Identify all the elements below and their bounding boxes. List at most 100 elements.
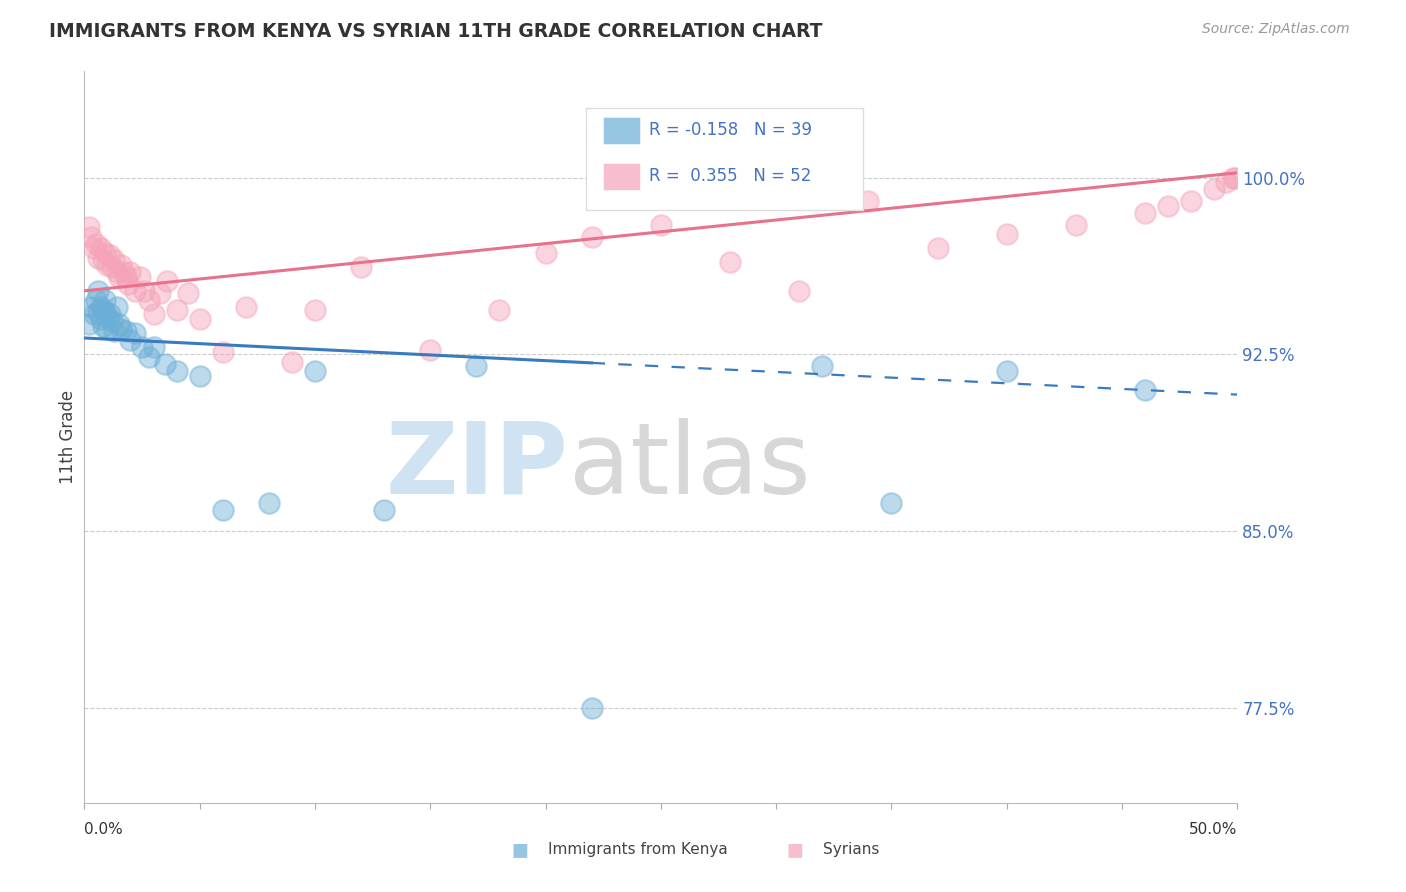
Point <box>281 354 304 368</box>
Point <box>96 321 118 335</box>
Point <box>1222 170 1244 185</box>
Point <box>257 496 280 510</box>
Point <box>211 345 233 359</box>
Text: IMMIGRANTS FROM KENYA VS SYRIAN 11TH GRADE CORRELATION CHART: IMMIGRANTS FROM KENYA VS SYRIAN 11TH GRA… <box>49 22 823 41</box>
Text: 0.0%: 0.0% <box>84 822 124 837</box>
Point <box>115 324 138 338</box>
Point <box>120 265 142 279</box>
Point <box>91 302 114 317</box>
Point <box>650 218 672 232</box>
Point <box>153 357 176 371</box>
Point <box>87 305 110 319</box>
Point <box>1215 175 1237 189</box>
Point <box>1223 170 1246 185</box>
Point <box>718 255 741 269</box>
Point <box>156 274 179 288</box>
Point <box>142 340 165 354</box>
Point <box>880 496 903 510</box>
Point <box>84 236 107 251</box>
Point <box>1064 218 1087 232</box>
Point <box>94 293 117 308</box>
Point <box>995 364 1018 378</box>
Text: Immigrants from Kenya: Immigrants from Kenya <box>548 842 728 856</box>
Point <box>89 312 111 326</box>
Point <box>166 302 188 317</box>
Point <box>83 307 105 321</box>
Point <box>110 258 132 272</box>
Point <box>534 246 557 260</box>
Point <box>83 241 105 255</box>
Point <box>488 302 510 317</box>
Point <box>373 503 395 517</box>
Point <box>103 324 125 338</box>
Point <box>115 269 138 284</box>
Point <box>84 293 107 308</box>
Text: ▪: ▪ <box>510 835 530 863</box>
Point <box>112 265 135 279</box>
Point <box>87 251 110 265</box>
Point <box>142 307 165 321</box>
Point <box>80 301 103 315</box>
Text: Source: ZipAtlas.com: Source: ZipAtlas.com <box>1202 22 1350 37</box>
Point <box>1133 206 1156 220</box>
Point <box>103 253 125 268</box>
Point <box>131 340 153 354</box>
Point <box>77 317 100 331</box>
Point <box>108 317 131 331</box>
Point <box>1157 199 1180 213</box>
Point <box>105 301 128 315</box>
Point <box>581 701 603 715</box>
Point <box>1204 182 1226 196</box>
Point <box>138 293 160 308</box>
FancyBboxPatch shape <box>603 117 640 144</box>
Point <box>124 284 146 298</box>
Point <box>110 321 132 335</box>
Point <box>134 284 156 298</box>
Point <box>128 269 150 284</box>
Point <box>80 229 103 244</box>
Text: Syrians: Syrians <box>823 842 879 856</box>
Text: ▪: ▪ <box>785 835 804 863</box>
Point <box>149 286 172 301</box>
Text: atlas: atlas <box>568 417 810 515</box>
Point <box>787 284 810 298</box>
Text: R = -0.158   N = 39: R = -0.158 N = 39 <box>650 121 813 139</box>
Point <box>105 265 128 279</box>
Point <box>581 229 603 244</box>
Y-axis label: 11th Grade: 11th Grade <box>59 390 77 484</box>
Text: 50.0%: 50.0% <box>1189 822 1237 837</box>
Point <box>108 269 131 284</box>
Point <box>304 364 326 378</box>
Point <box>995 227 1018 242</box>
Point <box>927 241 949 255</box>
Point <box>811 359 834 374</box>
Point <box>166 364 188 378</box>
Point <box>138 350 160 364</box>
Point <box>96 258 118 272</box>
Point <box>465 359 488 374</box>
Point <box>419 343 441 357</box>
Point <box>94 246 117 260</box>
FancyBboxPatch shape <box>603 163 640 190</box>
Point <box>94 305 117 319</box>
Point <box>89 241 111 255</box>
Point <box>117 277 139 291</box>
Point <box>124 326 146 341</box>
FancyBboxPatch shape <box>586 108 863 211</box>
Point <box>1180 194 1202 208</box>
Point <box>77 220 100 235</box>
Point <box>101 260 124 275</box>
Point <box>87 284 110 298</box>
Point <box>858 194 880 208</box>
Point <box>350 260 373 275</box>
Text: R =  0.355   N = 52: R = 0.355 N = 52 <box>650 167 811 185</box>
Point <box>91 319 114 334</box>
Point <box>98 307 121 321</box>
Point <box>1133 383 1156 397</box>
Point <box>177 286 200 301</box>
Text: ZIP: ZIP <box>385 417 568 515</box>
Point <box>188 368 211 383</box>
Point <box>304 302 326 317</box>
Point <box>211 503 233 517</box>
Point <box>101 314 124 328</box>
